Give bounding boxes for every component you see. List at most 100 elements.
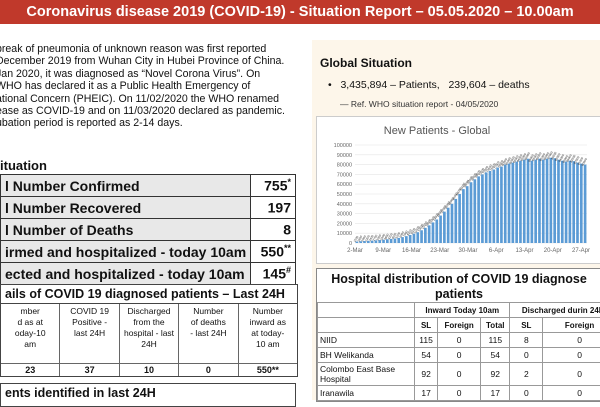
bar [489,171,492,243]
y-tick-label: 30000 [337,212,352,218]
global-patients: 3,435,894 – Patients, [340,79,439,91]
details-col-header: Number of deaths - last 24H [179,304,238,363]
details-value: 37 [60,364,119,376]
y-tick-label: 50000 [337,192,352,198]
stat-value: 8 [251,219,296,241]
y-tick-label: 10000 [337,231,352,237]
intro-line: Jan 2020, it was diagnosed as “Novel Cor… [0,68,301,80]
table-row: irmed and hospitalized - today 10am 550*… [1,241,296,263]
stat-label: l Number Confirmed [1,175,251,197]
hospital-title-line1: Hospital distribution of COVID 19 diagno… [317,272,600,287]
cell: 0 [438,333,481,348]
x-tick-label: 6-Apr [489,248,504,254]
sub-header: Foreign [543,318,600,333]
patient-details-box: ails of COVID 19 diagnosed patients – La… [0,284,298,377]
bar [557,160,560,243]
bar [485,172,488,243]
cell: 8 [510,333,543,348]
intro-line: break of pneumonia of unknown reason was… [0,43,301,55]
sub-header: SL [510,318,543,333]
bar [561,161,564,243]
bar [580,164,583,243]
bar [550,158,553,243]
stat-label: l Number Recovered [1,197,251,219]
bar [435,219,438,243]
details-values: 23 37 10 0 550** [1,363,297,376]
table-row: l Number Recovered 197 [1,197,296,219]
bar [519,161,522,243]
intro-paragraph: break of pneumonia of unknown reason was… [0,43,301,130]
hospital-name: Iranawila [318,386,415,401]
cell: 0 [543,386,600,401]
bar [576,163,579,243]
global-situation-title: Global Situation [320,56,412,70]
x-tick-label: 23-Mar [430,248,449,254]
cell: 0 [438,348,481,363]
table-row: BH Welikanda 54 0 54 0 0 [318,348,600,363]
bar [424,228,427,243]
bar [447,208,450,243]
global-figures: • 3,435,894 – Patients, 239,604 – deaths [328,79,530,91]
details-col-header: COVID 19 Positive - last 24H [60,304,119,363]
bullet-icon: • [328,79,332,91]
stat-value: 755* [251,175,296,197]
bar [553,158,556,243]
global-deaths: 239,604 – deaths [448,79,529,91]
bar [492,170,495,244]
y-tick-label: 20000 [337,221,352,227]
cell: 115 [481,333,510,348]
table-row: ected and hospitalized - today 10am 145# [1,263,296,285]
stat-label: irmed and hospitalized - today 10am [1,241,251,263]
stat-value: 145# [251,263,296,285]
stat-label: l Number of Deaths [1,219,251,241]
bar [462,189,465,243]
cell: 0 [510,386,543,401]
sub-header: Foreign [438,318,481,333]
intro-line: ease as COVID-19 and on 11/03/2020 decla… [0,105,301,117]
bar [443,212,446,243]
details-col-header: Discharged from the hospital - last 24H [120,304,179,363]
bar [432,222,435,243]
details-value: 550** [239,364,297,376]
bar [542,160,545,243]
bar [481,174,484,243]
bar [473,179,476,243]
intro-line: ational Concern (PHEIC). On 11/02/2020 t… [0,93,301,105]
global-reference: — Ref. WHO situation report - 04/05/2020 [340,99,498,109]
report-title-banner: Coronavirus disease 2019 (COVID-19) - Si… [0,0,600,24]
stat-value: 197 [251,197,296,219]
bar [527,159,530,243]
y-tick-label: 60000 [337,182,352,188]
cell: 0 [438,363,481,386]
cell: 0 [438,386,481,401]
y-tick-label: 90000 [337,153,352,159]
cell: 0 [543,348,600,363]
x-tick-label: 27-Apr [572,248,590,254]
bar [512,163,515,243]
details-heading: ails of COVID 19 diagnosed patients – La… [1,285,297,303]
bar [531,161,534,243]
hospital-title: Hospital distribution of COVID 19 diagno… [317,269,600,302]
x-tick-label: 20-Apr [544,248,562,254]
stat-label: ected and hospitalized - today 10am [1,263,251,285]
x-tick-label: 2-Mar [347,248,363,254]
bar [496,168,499,243]
group-discharged: Discharged durin 24H [510,303,600,318]
bar [572,161,575,243]
table-row: Iranawila 17 0 17 0 0 [318,386,600,401]
table-row: l Number Confirmed 755* [1,175,296,197]
hospital-table: Inward Today 10am Discharged durin 24H S… [317,302,600,401]
cell: 92 [481,363,510,386]
stat-value: 550** [251,241,296,263]
hospital-title-line2: patients [317,287,600,302]
details-columns: mber d as at oday-10 am COVID 19 Positiv… [1,303,297,363]
details-value: 23 [1,364,60,376]
details-col-header: Number inward as at today- 10 am [239,304,297,363]
bar [546,159,549,243]
intro-line: ubation period is reported as 2-14 days. [0,117,301,129]
bar [569,161,572,243]
details-col-header: mber d as at oday-10 am [1,304,60,363]
bar [534,160,537,243]
cell: 0 [510,348,543,363]
chart-plot: 0100002000030000400005000060000700008000… [317,117,600,263]
